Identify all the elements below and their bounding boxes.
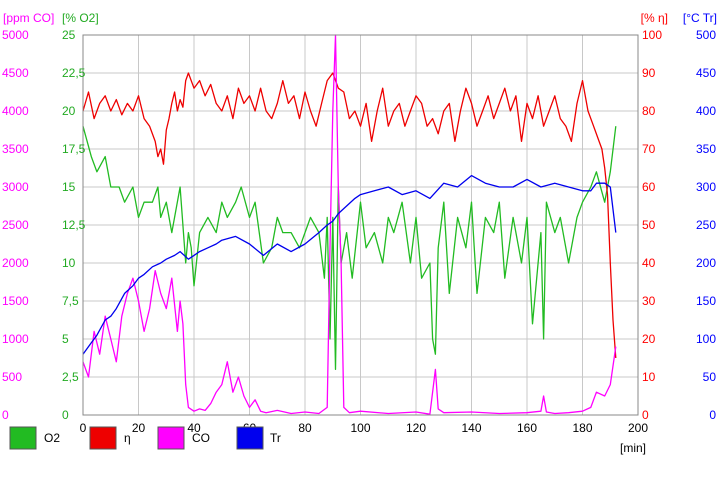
eta-tick-label: 40 bbox=[642, 256, 656, 270]
o2-tick-label: 25 bbox=[62, 28, 76, 42]
co-tick-label: 5000 bbox=[2, 28, 29, 42]
eta-tick-label: 30 bbox=[642, 294, 656, 308]
co-tick-label: 2000 bbox=[2, 256, 29, 270]
co-tick-label: 1000 bbox=[2, 332, 29, 346]
co-tick-label: 4500 bbox=[2, 66, 29, 80]
legend-swatch-co bbox=[157, 426, 185, 450]
x-tick-label: 20 bbox=[132, 421, 146, 435]
eta-tick-label: 80 bbox=[642, 104, 656, 118]
tr-tick-label: 200 bbox=[696, 256, 716, 270]
eta-tick-label: 70 bbox=[642, 142, 656, 156]
o2-tick-label: 15 bbox=[62, 180, 76, 194]
tr-tick-label: 0 bbox=[709, 408, 716, 422]
legend-label-eta: η bbox=[124, 431, 131, 445]
tr-axis-label: [°C Tr] bbox=[683, 11, 717, 25]
x-tick-label: 120 bbox=[406, 421, 426, 435]
x-tick-label: 180 bbox=[572, 421, 592, 435]
tr-tick-label: 500 bbox=[696, 28, 716, 42]
x-tick-label: 0 bbox=[80, 421, 87, 435]
eta-tick-label: 100 bbox=[642, 28, 662, 42]
o2-tick-label: 20 bbox=[62, 104, 76, 118]
legend-label-co: CO bbox=[192, 431, 210, 445]
co-tick-label: 4000 bbox=[2, 104, 29, 118]
series-line-co bbox=[82, 34, 617, 415]
x-tick-label: 160 bbox=[517, 421, 537, 435]
co-tick-label: 1500 bbox=[2, 294, 29, 308]
series-line-eta bbox=[82, 72, 617, 359]
legend-swatch-eta bbox=[89, 426, 117, 450]
x-tick-label: 100 bbox=[350, 421, 370, 435]
x-tick-label: 40 bbox=[187, 421, 201, 435]
o2-tick-label: 12,5 bbox=[62, 218, 86, 232]
tr-tick-label: 50 bbox=[703, 370, 717, 384]
tr-tick-label: 150 bbox=[696, 294, 716, 308]
eta-tick-label: 10 bbox=[642, 370, 656, 384]
co-axis-label: [ppm CO] bbox=[3, 11, 54, 25]
tr-tick-label: 250 bbox=[696, 218, 716, 232]
legend-label-tr: Tr bbox=[270, 431, 281, 445]
co-tick-label: 2500 bbox=[2, 218, 29, 232]
eta-tick-label: 90 bbox=[642, 66, 656, 80]
co-tick-label: 3000 bbox=[2, 180, 29, 194]
o2-tick-label: 22,5 bbox=[62, 66, 86, 80]
o2-tick-label: 2,5 bbox=[62, 370, 79, 384]
tr-tick-label: 400 bbox=[696, 104, 716, 118]
co-tick-label: 500 bbox=[2, 370, 22, 384]
eta-tick-label: 50 bbox=[642, 218, 656, 232]
tr-tick-label: 100 bbox=[696, 332, 716, 346]
tr-tick-label: 350 bbox=[696, 142, 716, 156]
o2-tick-label: 0 bbox=[62, 408, 69, 422]
o2-tick-label: 17,5 bbox=[62, 142, 86, 156]
eta-tick-label: 20 bbox=[642, 332, 656, 346]
x-tick-label: 200 bbox=[628, 421, 648, 435]
eta-tick-label: 60 bbox=[642, 180, 656, 194]
legend-label-o2: O2 bbox=[44, 431, 60, 445]
legend: O2 η CO Tr bbox=[9, 426, 281, 450]
o2-axis-label: [% O2] bbox=[62, 11, 99, 25]
tr-tick-label: 300 bbox=[696, 180, 716, 194]
eta-axis-label: [% η] bbox=[641, 11, 668, 25]
tick-labels: 0500100015002000250030003500400045005000… bbox=[2, 28, 716, 435]
eta-tick-label: 0 bbox=[642, 408, 649, 422]
o2-tick-label: 10 bbox=[62, 256, 76, 270]
o2-tick-label: 5 bbox=[62, 332, 69, 346]
x-unit-label: [min] bbox=[620, 441, 646, 455]
legend-swatch-o2 bbox=[9, 426, 37, 450]
co-tick-label: 3500 bbox=[2, 142, 29, 156]
o2-tick-label: 7,5 bbox=[62, 294, 79, 308]
x-tick-label: 80 bbox=[298, 421, 312, 435]
legend-swatch-tr bbox=[236, 426, 264, 450]
series-layer bbox=[82, 34, 617, 415]
x-tick-label: 140 bbox=[461, 421, 481, 435]
tr-tick-label: 450 bbox=[696, 66, 716, 80]
co-tick-label: 0 bbox=[2, 408, 9, 422]
plot-frame bbox=[82, 34, 639, 416]
series-line-tr bbox=[82, 174, 617, 355]
